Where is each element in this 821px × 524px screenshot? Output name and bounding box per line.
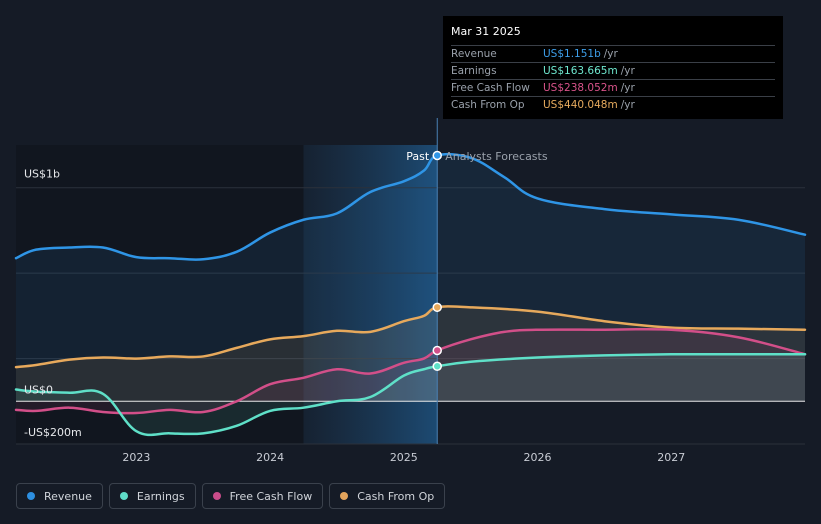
y-axis-labels: US$1b US$0 -US$200m xyxy=(24,168,82,439)
y-tick-label: -US$200m xyxy=(24,426,82,439)
tooltip-label: Cash From Op xyxy=(451,99,525,111)
free-cash-flow-dot-icon xyxy=(212,492,221,500)
tooltip-date: Mar 31 2025 xyxy=(451,25,521,38)
cash-from-op-marker xyxy=(432,302,442,313)
cash-from-op-line xyxy=(14,305,807,369)
x-tick-label: 2027 xyxy=(657,451,685,464)
legend-item-earnings[interactable]: Earnings xyxy=(108,483,196,509)
x-axis-labels: 2023 2024 2025 2026 2027 xyxy=(122,451,685,464)
x-tick-label: 2026 xyxy=(524,451,552,464)
earnings-area xyxy=(16,354,805,435)
y-tick-label: US$1b xyxy=(24,168,60,181)
earnings-marker xyxy=(432,361,442,372)
tooltip-row-cash-from-op: Cash From Op US$440.048m /yr xyxy=(451,96,775,113)
current-value-markers xyxy=(432,150,442,372)
revenue-dot-icon xyxy=(27,492,35,500)
free-cash-flow-area xyxy=(16,329,805,414)
past-highlight-region xyxy=(303,145,438,444)
tooltip-label: Earnings xyxy=(451,65,497,77)
tooltip-value: US$163.665m xyxy=(543,65,618,77)
legend-label: Free Cash Flow xyxy=(229,489,313,503)
tooltip-label: Free Cash Flow xyxy=(451,82,530,94)
legend-item-free-cash-flow[interactable]: Free Cash Flow xyxy=(201,483,324,509)
legend-item-cash-from-op[interactable]: Cash From Op xyxy=(329,483,446,509)
revenue-line xyxy=(14,152,807,261)
x-tick-label: 2023 xyxy=(122,451,150,464)
legend-item-revenue[interactable]: Revenue xyxy=(16,483,103,509)
tooltip-row-earnings: Earnings US$163.665m /yr xyxy=(451,62,775,79)
tooltip-value: US$1.151b xyxy=(543,48,601,60)
tooltip-value: US$440.048m xyxy=(543,99,618,111)
y-tick-label: US$0 xyxy=(24,383,53,396)
legend-label: Revenue xyxy=(44,489,92,503)
past-label: Past xyxy=(406,150,430,163)
x-tick-label: 2025 xyxy=(390,451,418,464)
cash-from-op-dot-icon xyxy=(340,492,349,500)
legend-label: Cash From Op xyxy=(357,489,435,503)
history-dark-region xyxy=(16,145,304,444)
legend-label: Earnings xyxy=(136,489,185,503)
tooltip-unit: /yr xyxy=(620,99,635,111)
revenue-marker xyxy=(432,150,442,161)
forecast-label: Analysts Forecasts xyxy=(445,150,548,163)
series-lines xyxy=(14,152,807,437)
grid-lines xyxy=(16,187,805,445)
x-tick-label: 2024 xyxy=(256,451,284,464)
tooltip-row-revenue: Revenue US$1.151b /yr xyxy=(451,45,775,62)
earnings-line xyxy=(14,352,807,437)
tooltip-label: Revenue xyxy=(451,48,497,60)
tooltip-row-free-cash-flow: Free Cash Flow US$238.052m /yr xyxy=(451,79,775,96)
free-cash-flow-line xyxy=(14,327,807,415)
free-cash-flow-marker xyxy=(432,345,442,356)
tooltip-unit: /yr xyxy=(620,65,635,77)
tooltip-unit: /yr xyxy=(620,82,635,94)
tooltip-value: US$238.052m xyxy=(543,82,618,94)
tooltip-unit: /yr xyxy=(603,48,618,60)
chart-legend: Revenue Earnings Free Cash Flow Cash Fro… xyxy=(16,483,446,509)
revenue-area xyxy=(16,154,805,402)
tooltip-panel: Mar 31 2025 Revenue US$1.151b /yr Earnin… xyxy=(443,16,783,119)
earnings-dot-icon xyxy=(119,492,128,500)
